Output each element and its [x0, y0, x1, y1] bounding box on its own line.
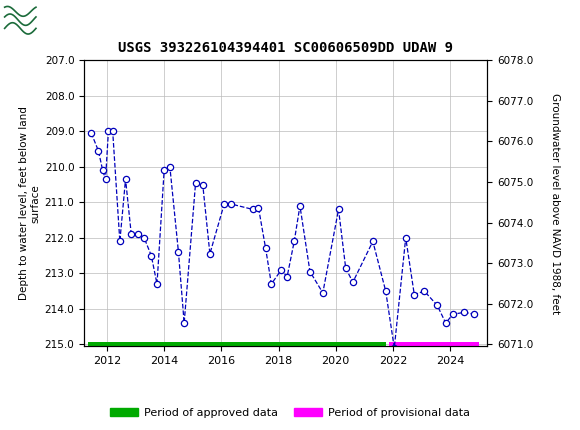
Text: USGS: USGS	[44, 10, 99, 28]
Y-axis label: Groundwater level above NAVD 1988, feet: Groundwater level above NAVD 1988, feet	[550, 92, 560, 314]
Bar	[88, 342, 386, 347]
Bar	[389, 342, 478, 347]
Bar	[3, 3, 78, 35]
Y-axis label: Depth to water level, feet below land
surface: Depth to water level, feet below land su…	[19, 106, 41, 300]
Legend: Period of approved data, Period of provisional data: Period of approved data, Period of provi…	[106, 403, 474, 422]
Title: USGS 393226104394401 SC00606509DD UDAW 9: USGS 393226104394401 SC00606509DD UDAW 9	[118, 41, 453, 55]
